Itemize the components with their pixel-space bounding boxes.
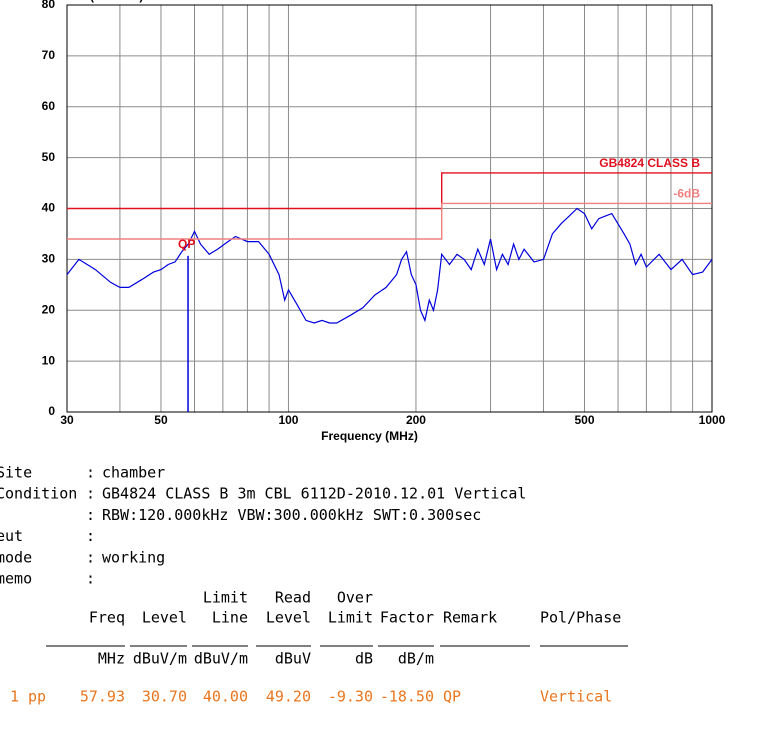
info-colon: :	[86, 548, 95, 566]
trace	[66, 207, 713, 324]
info-value: working	[102, 548, 165, 566]
table-cell: -18.50	[380, 688, 434, 706]
table-header: Over	[337, 589, 373, 607]
table-unit: dBuV	[275, 650, 311, 668]
table-header: Freq	[89, 609, 125, 627]
table-cell: Vertical	[540, 688, 612, 706]
table-header: Level	[142, 609, 187, 627]
table-unit: MHz	[98, 650, 125, 668]
table-header: Limit	[203, 589, 248, 607]
marker-label: QP	[178, 237, 195, 251]
y-tick-label: 10	[42, 353, 56, 367]
y-tick-label: 0	[48, 404, 55, 418]
row-type: pp	[28, 688, 46, 706]
info-colon: :	[86, 527, 95, 545]
limit-line	[67, 202, 712, 240]
info-colon: :	[86, 485, 95, 503]
table-cell: 40.00	[203, 688, 248, 706]
info-label: Condition	[0, 485, 77, 503]
table-header: Limit	[328, 609, 373, 627]
table-cell: -9.30	[328, 688, 373, 706]
limit-label: -6dB	[673, 187, 700, 201]
limit-label: GB4824 CLASS B	[599, 156, 700, 170]
x-tick-label: 30	[60, 413, 74, 427]
table-cell: 30.70	[142, 688, 187, 706]
table-header: Read	[275, 589, 311, 607]
y-tick-label: 60	[42, 99, 56, 113]
y-tick-label: 80	[42, 0, 56, 11]
info-label: mode	[0, 548, 32, 566]
table-unit: dBuV/m	[133, 650, 187, 668]
table-cell: 57.93	[80, 688, 125, 706]
info-label: memo	[0, 570, 32, 588]
table-header: Factor	[380, 609, 434, 627]
y-tick-label: 50	[42, 150, 56, 164]
limit-line	[67, 172, 712, 210]
y-tick-label: 70	[42, 48, 56, 62]
x-axis-label: Frequency (MHz)	[321, 429, 418, 443]
table-cell: 49.20	[266, 688, 311, 706]
table-unit: dB/m	[398, 650, 434, 668]
table-header: Level	[266, 609, 311, 627]
info-label: eut	[0, 527, 23, 545]
row-number: 1	[10, 688, 19, 706]
info-colon: :	[86, 464, 95, 482]
table-header: Remark	[443, 609, 497, 627]
x-tick-label: 200	[406, 413, 426, 427]
y-tick-label: 20	[42, 302, 56, 316]
y-tick-label: 30	[42, 252, 56, 266]
info-colon: :	[86, 570, 95, 588]
x-tick-label: 50	[154, 413, 168, 427]
table-cell: QP	[443, 688, 461, 706]
x-tick-label: 1000	[699, 413, 726, 427]
info-value: chamber	[102, 464, 165, 482]
info-value: GB4824 CLASS B 3m CBL 6112D-2010.12.01 V…	[102, 485, 526, 503]
table-header: Pol/Phase	[540, 609, 621, 627]
table-unit: dB	[355, 650, 373, 668]
x-tick-label: 500	[574, 413, 594, 427]
table-unit: dBuV/m	[194, 650, 248, 668]
info-value: RBW:120.000kHz VBW:300.000kHz SWT:0.300s…	[102, 506, 481, 524]
y-tick-label: 40	[42, 201, 56, 215]
info-label: Site	[0, 464, 32, 482]
table-header: Line	[212, 609, 248, 627]
y-axis-label: Level (dBuV/m)	[56, 0, 143, 3]
x-tick-label: 100	[278, 413, 298, 427]
info-colon: :	[86, 506, 95, 524]
